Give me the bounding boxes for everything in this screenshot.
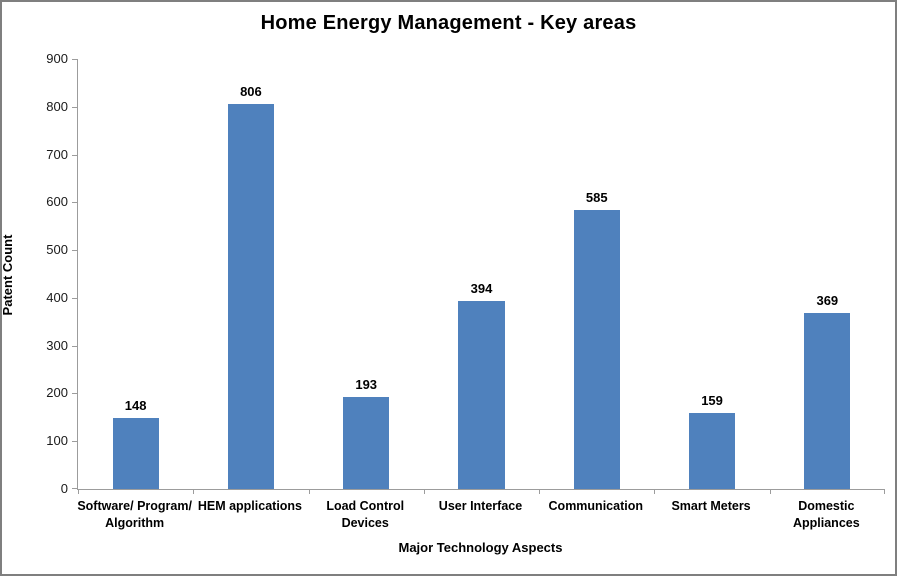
category-label-6: Smart Meters	[671, 499, 751, 513]
x-tick-mark	[654, 489, 656, 494]
bar-slot: 159	[654, 59, 769, 489]
y-tick-mark	[72, 59, 78, 60]
bar-7	[804, 312, 851, 489]
plot-area: 0 100 200 300 400 500 600 700 800 900 148 806 193 39…	[46, 52, 885, 496]
bar-slot: 394	[424, 59, 539, 489]
y-tick-mark	[72, 154, 78, 156]
category-label-1: Software/ Program/ Algorithm	[77, 499, 192, 530]
bar-value-label: 369	[816, 292, 839, 308]
category-label-5: Communication	[548, 499, 643, 513]
y-tick-label: 600	[46, 194, 68, 210]
y-tick-mark	[72, 297, 78, 299]
y-tick-mark	[72, 393, 78, 395]
y-tick-label: 100	[46, 433, 68, 449]
category-label-7: Domestic Appliances	[792, 499, 860, 530]
y-tick-label: 300	[46, 337, 68, 353]
bar-value-label: 806	[240, 83, 262, 99]
x-tick-mark	[539, 489, 541, 494]
y-tick-mark	[72, 488, 78, 489]
bar-slot: 585	[539, 59, 654, 489]
bar-6	[688, 413, 736, 489]
y-tick-label: 700	[46, 146, 68, 162]
y-tick-mark	[72, 250, 78, 252]
x-tick-mark	[193, 489, 195, 494]
bar-value-label: 159	[701, 393, 723, 409]
x-tick-mark	[423, 489, 425, 494]
y-tick-mark	[72, 441, 78, 443]
bar-value-label: 585	[585, 189, 608, 205]
x-axis-title: Major Technology Aspects	[398, 540, 563, 555]
bar-1	[112, 418, 159, 489]
y-tick-label: 800	[46, 98, 68, 114]
y-axis-title: Patent Count	[0, 234, 15, 316]
category-labels: Software/ Program/ Algorithm HEM applicat…	[77, 498, 884, 532]
y-tick-label: 0	[60, 481, 68, 496]
category-label-3: Load Control Devices	[326, 499, 405, 530]
bar-value-label: 394	[470, 280, 493, 296]
category-label-2: HEM applications	[197, 499, 303, 513]
bar-2	[227, 103, 274, 489]
y-tick-label: 200	[46, 385, 68, 401]
x-tick-mark	[78, 489, 79, 494]
bar-value-label: 193	[355, 376, 378, 392]
bar-3	[343, 396, 390, 489]
y-tick-mark	[72, 106, 78, 108]
y-tick-label: 400	[46, 289, 68, 305]
bar-slot: 806	[193, 59, 308, 489]
bar-5	[573, 209, 620, 489]
x-tick-mark	[769, 489, 771, 494]
x-tick-mark	[308, 489, 310, 494]
bar-slot: 148	[78, 59, 193, 489]
category-label-4: User Interface	[438, 499, 523, 513]
bar-slot: 369	[770, 59, 885, 489]
chart-title: Home Energy Management - Key areas	[260, 12, 637, 34]
x-tick-mark	[884, 489, 885, 494]
bar-slot: 193	[309, 59, 424, 489]
bar-value-label: 148	[124, 398, 147, 414]
y-tick-mark	[72, 345, 78, 347]
bars-container: 148 806 193 394 585 159 369	[78, 59, 885, 489]
y-tick-mark	[72, 202, 78, 204]
y-tick-label: 900	[46, 51, 68, 66]
y-tick-label: 500	[46, 242, 68, 258]
bar-4	[458, 300, 505, 489]
